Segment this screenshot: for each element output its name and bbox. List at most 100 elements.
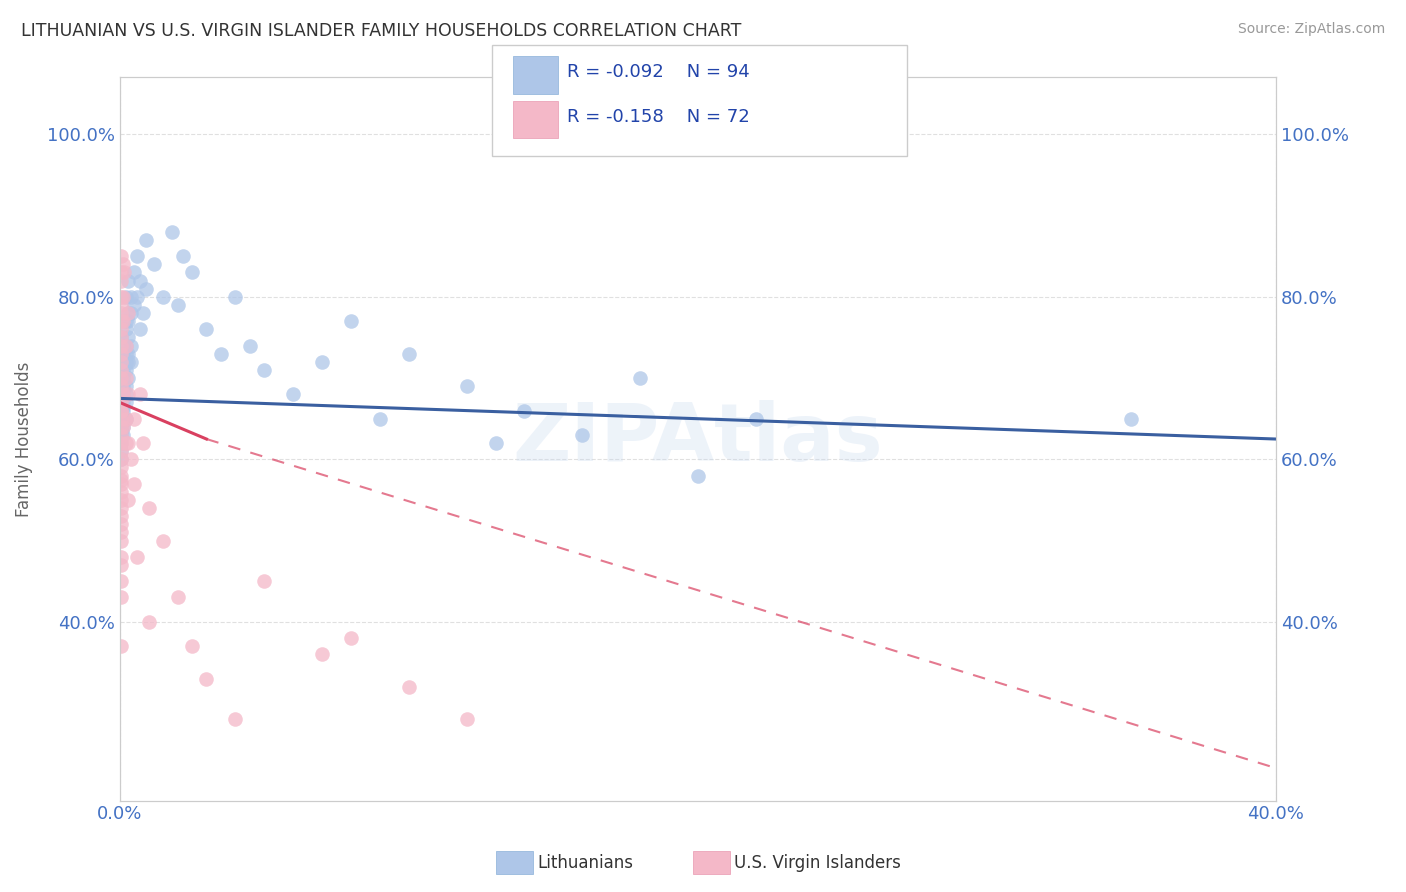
- Point: [111, 411, 134, 425]
- Point: [114, 322, 136, 336]
- Point: [110, 509, 132, 524]
- Point: [117, 355, 139, 369]
- Point: [744, 411, 766, 425]
- Point: [117, 274, 139, 288]
- Text: R = -0.158    N = 72: R = -0.158 N = 72: [567, 108, 749, 126]
- Point: [110, 314, 132, 328]
- Point: [111, 355, 134, 369]
- Point: [114, 411, 136, 425]
- Point: [129, 387, 152, 401]
- Point: [110, 417, 132, 432]
- Point: [111, 363, 134, 377]
- Point: [110, 398, 132, 412]
- Point: [239, 338, 262, 352]
- Point: [127, 249, 149, 263]
- Point: [117, 387, 139, 401]
- Point: [110, 290, 132, 304]
- Point: [117, 306, 139, 320]
- Point: [484, 436, 506, 450]
- Point: [152, 290, 174, 304]
- Point: [111, 371, 134, 385]
- Point: [114, 314, 136, 328]
- Point: [110, 420, 132, 434]
- Point: [152, 533, 174, 548]
- Point: [181, 265, 204, 279]
- Point: [224, 712, 246, 726]
- Point: [283, 387, 305, 401]
- Point: [340, 314, 363, 328]
- Point: [110, 387, 132, 401]
- Point: [571, 428, 593, 442]
- Text: U.S. Virgin Islanders: U.S. Virgin Islanders: [734, 854, 901, 871]
- Point: [120, 306, 142, 320]
- Point: [110, 444, 132, 458]
- Text: Lithuanians: Lithuanians: [537, 854, 633, 871]
- Point: [132, 306, 155, 320]
- Point: [195, 322, 218, 336]
- Point: [129, 322, 152, 336]
- Point: [110, 436, 132, 450]
- Point: [114, 379, 136, 393]
- Point: [110, 371, 132, 385]
- Point: [122, 265, 145, 279]
- Point: [111, 400, 134, 414]
- Point: [110, 387, 132, 401]
- Text: R = -0.092    N = 94: R = -0.092 N = 94: [567, 63, 749, 81]
- Point: [129, 274, 152, 288]
- Point: [114, 411, 136, 425]
- Point: [114, 395, 136, 409]
- Point: [111, 338, 134, 352]
- Point: [1121, 411, 1143, 425]
- Point: [132, 436, 155, 450]
- Point: [110, 265, 132, 279]
- Point: [111, 257, 134, 271]
- Point: [111, 403, 134, 417]
- Point: [368, 411, 391, 425]
- Point: [110, 558, 132, 572]
- Point: [110, 517, 132, 532]
- Point: [110, 591, 132, 605]
- Point: [110, 403, 132, 417]
- Point: [110, 444, 132, 458]
- Point: [110, 371, 132, 385]
- Point: [114, 338, 136, 352]
- Point: [110, 392, 132, 406]
- Point: [114, 347, 136, 361]
- Y-axis label: Family Households: Family Households: [15, 361, 32, 516]
- Point: [110, 484, 132, 499]
- Point: [111, 420, 134, 434]
- Point: [209, 347, 232, 361]
- Point: [110, 423, 132, 437]
- Point: [110, 460, 132, 475]
- Point: [110, 452, 132, 467]
- Point: [110, 355, 132, 369]
- Point: [110, 395, 132, 409]
- Point: [111, 420, 134, 434]
- Point: [110, 403, 132, 417]
- Point: [117, 493, 139, 508]
- Point: [831, 119, 853, 133]
- Point: [117, 306, 139, 320]
- Point: [253, 363, 276, 377]
- Point: [224, 290, 246, 304]
- Point: [398, 347, 420, 361]
- Point: [110, 424, 132, 438]
- Point: [114, 387, 136, 401]
- Point: [117, 436, 139, 450]
- Point: [110, 298, 132, 312]
- Point: [127, 290, 149, 304]
- Point: [110, 411, 132, 425]
- Point: [110, 363, 132, 377]
- Point: [143, 257, 166, 271]
- Point: [110, 420, 132, 434]
- Point: [138, 501, 160, 516]
- Point: [117, 347, 139, 361]
- Point: [110, 330, 132, 344]
- Point: [110, 436, 132, 450]
- Point: [110, 533, 132, 548]
- Point: [110, 493, 132, 508]
- Point: [110, 549, 132, 564]
- Point: [114, 436, 136, 450]
- Point: [110, 428, 132, 442]
- Text: LITHUANIAN VS U.S. VIRGIN ISLANDER FAMILY HOUSEHOLDS CORRELATION CHART: LITHUANIAN VS U.S. VIRGIN ISLANDER FAMIL…: [21, 22, 741, 40]
